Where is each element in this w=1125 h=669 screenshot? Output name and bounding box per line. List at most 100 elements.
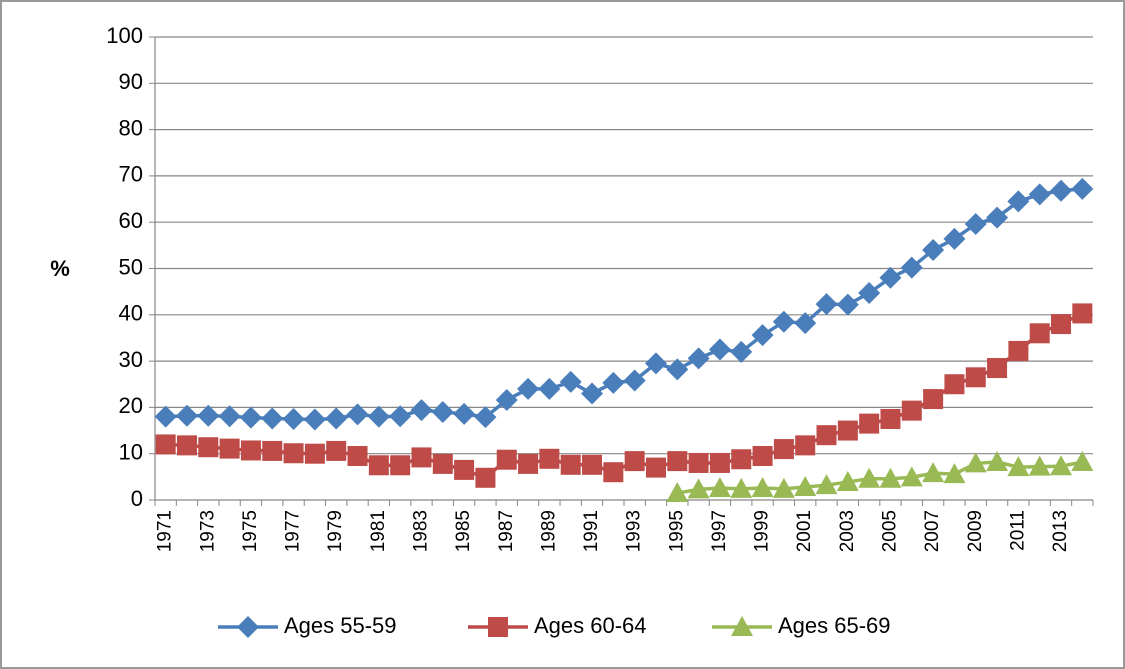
marker-diamond	[879, 266, 902, 289]
marker-square	[475, 467, 496, 488]
marker-diamond	[431, 401, 454, 424]
marker-diamond	[836, 293, 859, 316]
x-tick-label: 2005	[879, 510, 900, 552]
marker-square	[198, 437, 219, 458]
marker-diamond	[602, 371, 625, 394]
marker-square	[1008, 340, 1029, 361]
legend-label: Ages 65-69	[778, 613, 891, 638]
marker-square	[240, 440, 261, 461]
marker-triangle	[666, 482, 689, 503]
x-tick-label: 2003	[837, 510, 858, 552]
x-tick-label: 2013	[1050, 510, 1071, 552]
marker-diamond	[858, 282, 881, 305]
x-tick-label: 1973	[197, 510, 218, 552]
marker-diamond	[943, 227, 966, 250]
x-tick-label: 1977	[283, 510, 304, 552]
marker-triangle	[1071, 451, 1094, 472]
marker-square	[1072, 303, 1093, 324]
marker-triangle	[986, 451, 1009, 472]
marker-square	[837, 420, 858, 441]
marker-diamond	[1050, 179, 1073, 202]
marker-square	[582, 454, 603, 475]
legend-label: Ages 55-59	[284, 613, 397, 638]
marker-diamond	[495, 388, 518, 411]
marker-square	[219, 438, 240, 459]
x-tick-label: 1999	[752, 510, 773, 552]
marker-triangle	[794, 476, 817, 497]
marker-diamond	[261, 407, 284, 430]
marker-diamond	[1071, 177, 1094, 200]
x-tick-label: 1991	[581, 510, 602, 552]
y-tick-label: 50	[119, 254, 143, 279]
marker-diamond	[708, 338, 731, 361]
marker-square	[965, 367, 986, 388]
marker-triangle	[1028, 455, 1051, 476]
marker-square	[518, 453, 539, 474]
marker-diamond	[815, 293, 838, 316]
marker-diamond	[218, 405, 241, 428]
y-tick-label: 20	[119, 393, 143, 418]
marker-diamond	[730, 340, 753, 363]
marker-square	[368, 455, 389, 476]
marker-square	[155, 434, 176, 455]
marker-diamond	[282, 407, 305, 430]
x-tick-label: 1987	[496, 510, 517, 552]
marker-diamond	[197, 404, 220, 427]
marker-square	[1051, 314, 1072, 335]
x-tick-label: 1993	[624, 510, 645, 552]
marker-square	[603, 462, 624, 483]
marker-square	[560, 454, 581, 475]
marker-diamond	[687, 347, 710, 370]
marker-diamond	[623, 369, 646, 392]
marker-triangle	[836, 470, 859, 491]
marker-diamond	[239, 406, 262, 429]
x-tick-label: 1985	[453, 510, 474, 552]
y-tick-label: 80	[119, 115, 143, 140]
x-tick-label: 2011	[1007, 510, 1028, 551]
x-tick-label: 1971	[155, 510, 176, 552]
marker-triangle	[708, 476, 731, 497]
marker-triangle	[1007, 456, 1030, 477]
marker-triangle	[943, 463, 966, 484]
marker-square	[624, 451, 645, 472]
marker-square	[944, 374, 965, 395]
marker-square	[816, 425, 837, 446]
marker-triangle	[772, 477, 795, 498]
marker-square	[688, 452, 709, 473]
marker-square	[709, 452, 730, 473]
x-tick-label: 1983	[410, 510, 431, 552]
x-tick-label: 1997	[709, 510, 730, 552]
marker-square	[283, 443, 304, 464]
y-tick-label: 30	[119, 347, 143, 372]
marker-triangle	[815, 474, 838, 495]
marker-diamond	[644, 352, 667, 375]
marker-diamond	[175, 404, 198, 427]
marker-diamond	[922, 238, 945, 261]
marker-square	[262, 440, 283, 461]
marker-square	[795, 435, 816, 456]
marker-square	[773, 439, 794, 460]
marker-diamond	[453, 402, 476, 425]
x-tick-label: 1989	[538, 510, 559, 552]
y-tick-label: 40	[119, 301, 143, 326]
marker-square	[731, 449, 752, 470]
marker-square	[539, 448, 560, 469]
y-axis-label: %	[50, 256, 70, 281]
marker-square	[645, 457, 666, 478]
marker-square	[326, 440, 347, 461]
marker-diamond	[751, 324, 774, 347]
marker-triangle	[858, 467, 881, 488]
marker-diamond	[1028, 183, 1051, 206]
marker-diamond	[237, 616, 259, 638]
marker-diamond	[1007, 190, 1030, 213]
x-tick-label: 2001	[794, 510, 815, 552]
marker-triangle	[687, 478, 710, 499]
marker-diamond	[389, 405, 412, 428]
marker-square	[752, 446, 773, 467]
marker-square	[176, 435, 197, 456]
marker-square	[488, 617, 508, 637]
marker-triangle	[730, 477, 753, 498]
marker-diamond	[346, 403, 369, 426]
marker-square	[304, 443, 325, 464]
x-tick-label: 1975	[240, 510, 261, 552]
